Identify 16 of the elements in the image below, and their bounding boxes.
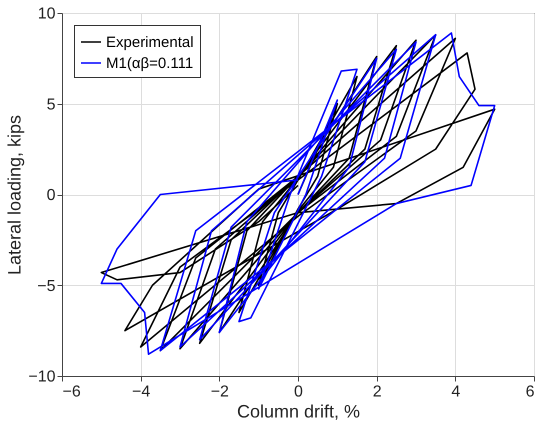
y-tick-label: 5 — [46, 96, 56, 114]
legend-label: M1(αβ=0.111 — [106, 55, 194, 72]
y-tick-label: 10 — [38, 6, 56, 22]
y-axis-title: Lateral loading, kips — [4, 114, 24, 276]
y-tick-label: −10 — [28, 368, 56, 386]
y-tick-label: 0 — [46, 187, 56, 204]
x-tick-label: 0 — [294, 384, 304, 400]
legend-label: Experimental — [106, 34, 194, 51]
x-tick-label: 6 — [526, 384, 535, 400]
x-axis-title: Column drift, % — [236, 402, 360, 422]
x-tick-label: −6 — [62, 384, 81, 400]
x-tick-label: 2 — [372, 384, 382, 400]
x-tick-label: −2 — [210, 384, 230, 400]
x-tick-label: 4 — [451, 384, 460, 400]
y-tick-label: −5 — [37, 278, 56, 295]
x-tick-label: −4 — [132, 384, 150, 400]
